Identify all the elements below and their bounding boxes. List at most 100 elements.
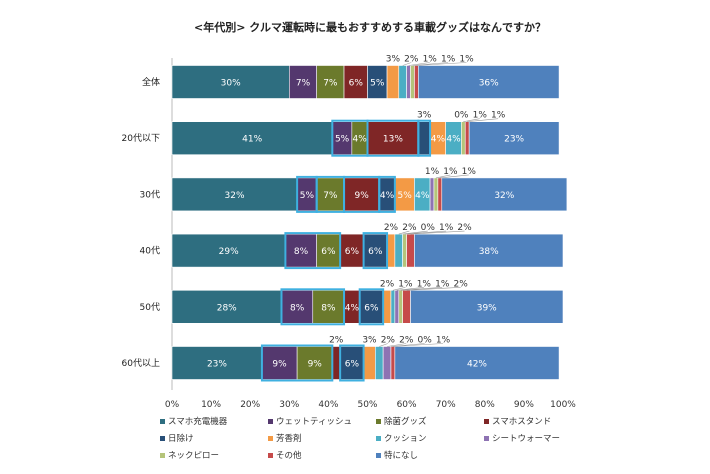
leader-line: [379, 343, 388, 347]
data-label: 6%: [349, 79, 364, 89]
x-tick-label: 10%: [201, 400, 221, 410]
bar-segment: [402, 289, 411, 324]
data-label: 4%: [345, 303, 360, 313]
category-label: 30代: [140, 189, 160, 200]
data-label: 1%: [436, 336, 451, 346]
leader-line: [400, 287, 443, 291]
data-label: 4%: [380, 191, 395, 201]
leader-line: [404, 230, 447, 235]
data-label: 1%: [425, 167, 440, 177]
bar-segment: [394, 233, 403, 268]
bar-segment: [171, 121, 333, 155]
bar-segment: [316, 177, 345, 212]
data-label: 9%: [354, 191, 369, 201]
highlight-box: [358, 288, 385, 326]
bar-segment: [296, 346, 333, 380]
legend-swatch: [484, 419, 489, 424]
data-label: 2%: [381, 336, 396, 346]
data-label: 8%: [321, 303, 336, 313]
legend-label: 芳香剤: [276, 433, 302, 444]
data-label: 2%: [454, 279, 469, 289]
x-tick-label: 50%: [357, 400, 377, 410]
leader-line: [416, 62, 467, 66]
data-label: 38%: [479, 247, 499, 257]
bar-segment: [390, 289, 396, 324]
data-label: 0%: [454, 111, 469, 121]
bar-segment: [382, 346, 392, 380]
leader-line: [398, 230, 410, 235]
bar-segment: [394, 346, 560, 380]
bar-segment: [398, 65, 407, 99]
bar-segment: [406, 65, 411, 99]
bar-segment: [464, 121, 470, 155]
legend-label: 日除け: [168, 433, 194, 444]
bar-segment: [414, 65, 419, 99]
data-label: 1%: [435, 279, 450, 289]
highlight-box: [362, 232, 389, 270]
x-tick-label: 100%: [550, 400, 576, 410]
legend-label: スマホ充電機器: [168, 416, 228, 427]
bar-segment: [406, 233, 415, 268]
x-tick-label: 20%: [240, 400, 260, 410]
highlight-box: [260, 344, 334, 382]
bar-segment: [171, 233, 286, 268]
bar-segment: [390, 346, 396, 380]
legend-swatch: [268, 453, 273, 458]
bar-segment: [386, 65, 400, 99]
data-label: 2%: [402, 223, 417, 233]
bar-segment: [332, 346, 341, 380]
data-label: 32%: [494, 191, 514, 201]
leader-line: [387, 343, 407, 347]
legend-swatch: [160, 453, 165, 458]
highlight-box: [284, 232, 342, 270]
bar-segment: [410, 289, 564, 324]
data-label: 5%: [335, 135, 350, 145]
data-label: 23%: [207, 360, 227, 370]
data-label: 1%: [443, 167, 458, 177]
x-tick-label: 70%: [436, 400, 456, 410]
data-label: 1%: [439, 223, 454, 233]
data-label: 5%: [398, 191, 413, 201]
leader-line: [463, 118, 480, 122]
legend-swatch: [376, 453, 381, 458]
data-label: 7%: [323, 79, 338, 89]
data-label: 6%: [364, 303, 379, 313]
data-label: 6%: [321, 247, 336, 257]
legend-swatch: [376, 436, 381, 441]
legend-label: シートウォーマー: [492, 434, 560, 444]
data-label: 1%: [459, 55, 474, 65]
leader-line: [467, 118, 499, 122]
bar-segment: [441, 177, 568, 212]
legend-swatch: [268, 436, 273, 441]
data-label: 2%: [457, 223, 472, 233]
data-label: 2%: [384, 223, 399, 233]
data-label: 9%: [308, 360, 323, 370]
highlight-box: [417, 119, 432, 157]
data-label: 30%: [221, 79, 241, 89]
data-label: 32%: [225, 191, 245, 201]
legend-label: 特になし: [384, 450, 418, 461]
legend-label: スマホスタンド: [492, 417, 551, 427]
data-label: 3%: [362, 336, 377, 346]
x-tick-label: 0%: [165, 400, 180, 410]
data-label: 1%: [417, 279, 432, 289]
highlight-box: [280, 288, 346, 326]
leader-line: [439, 174, 469, 179]
leader-line: [392, 287, 406, 291]
data-label: 4%: [446, 135, 461, 145]
data-label: 39%: [477, 303, 497, 313]
legend-label: 除菌グッズ: [384, 416, 427, 427]
category-label: 50代: [140, 302, 160, 313]
bar-segment: [171, 177, 298, 212]
data-label: 13%: [383, 135, 403, 145]
chart-title: <年代別> クルマ運転時に最もおすすめする車載グッズはなんですか？: [194, 20, 546, 34]
bar-segment: [382, 289, 392, 324]
data-label: 1%: [462, 167, 477, 177]
data-label: 1%: [441, 55, 456, 65]
leader-line: [402, 230, 428, 235]
data-label: 6%: [345, 360, 360, 370]
data-label: 7%: [296, 79, 311, 89]
leader-line: [408, 62, 430, 66]
